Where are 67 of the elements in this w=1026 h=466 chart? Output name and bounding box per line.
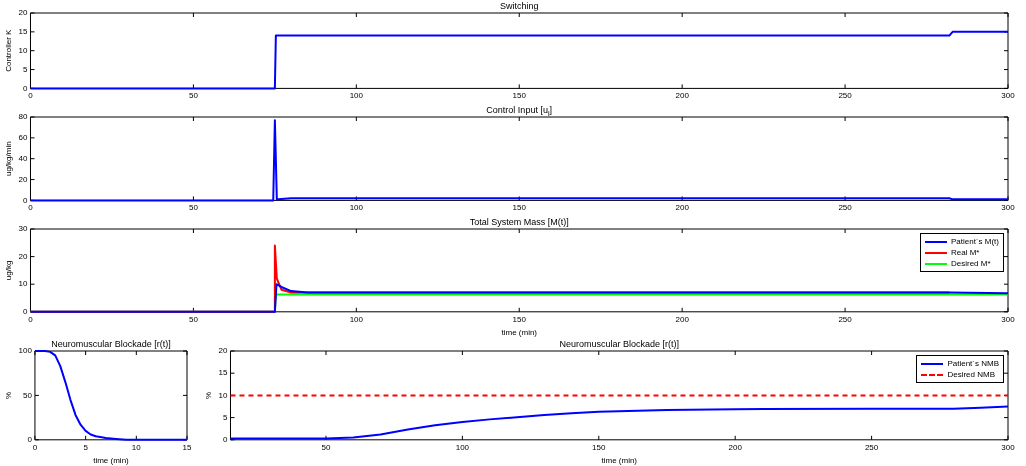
y-tick-label: 80 <box>18 112 29 122</box>
x-tick-label: 150 <box>512 91 527 101</box>
x-tick-label: 10 <box>131 442 142 452</box>
y-tick-label: 5 <box>23 64 29 74</box>
legend-label: Desired NMB <box>947 369 995 380</box>
x-tick-label: 250 <box>838 203 853 213</box>
x-tick-label: 50 <box>188 203 199 213</box>
x-tick-label: 250 <box>838 91 853 101</box>
legend-label: Real M* <box>950 247 980 258</box>
y-tick-label: 20 <box>18 251 29 261</box>
y-tick-label: 30 <box>18 224 29 234</box>
x-tick-label: 15 <box>182 442 192 452</box>
x-tick-label: 200 <box>675 314 690 324</box>
y-axis-title: ug/kg/min <box>4 141 13 177</box>
legend-label: Desired M* <box>950 258 991 269</box>
x-tick-label: 250 <box>864 442 879 452</box>
x-axis-title: time (min) <box>501 328 538 338</box>
y-tick-label: 15 <box>218 368 229 378</box>
x-tick-label: 200 <box>675 91 690 101</box>
y-tick-label: 10 <box>218 390 229 400</box>
x-tick-label: 100 <box>349 314 364 324</box>
y-tick-label: 0 <box>23 307 29 316</box>
legend-label: Patient´s M(t) <box>950 236 999 247</box>
y-axis-title: % <box>204 391 213 399</box>
x-tick-label: 250 <box>838 314 853 324</box>
x-axis-title: time (min) <box>93 456 130 466</box>
x-tick-label: 200 <box>675 203 690 213</box>
x-axis-title: time (min) <box>601 456 638 466</box>
x-tick-label: 100 <box>349 91 364 101</box>
y-tick-label: 60 <box>18 133 29 143</box>
y-tick-label: 15 <box>18 27 29 37</box>
x-tick-label: 150 <box>512 314 527 324</box>
y-tick-label: 0 <box>27 435 33 444</box>
y-tick-label: 20 <box>218 346 229 356</box>
y-tick-label: 10 <box>18 45 29 55</box>
y-tick-label: 5 <box>223 412 229 422</box>
y-tick-label: 100 <box>18 346 33 356</box>
x-tick-label: 300 <box>1001 91 1016 101</box>
y-axis-title: % <box>4 391 13 399</box>
x-tick-label: 200 <box>728 442 743 452</box>
x-tick-label: 100 <box>349 203 364 213</box>
y-tick-label: 50 <box>23 390 33 400</box>
x-tick-label: 300 <box>1001 203 1016 213</box>
y-tick-label: 0 <box>23 83 29 93</box>
chart-title: Total System Mass [M(t)] <box>468 216 570 228</box>
chart-title: Neuromuscular Blockade [r(t)] <box>558 338 680 350</box>
x-tick-label: 150 <box>512 203 527 213</box>
x-tick-label: 100 <box>455 442 470 452</box>
x-tick-label: 50 <box>321 442 331 452</box>
y-tick-label: 40 <box>18 153 29 163</box>
y-tick-label: 20 <box>18 8 29 18</box>
x-tick-label: 150 <box>592 442 607 452</box>
chart-title: Control Input [u$_{i}$] <box>485 104 554 120</box>
y-tick-label: 0 <box>223 435 229 444</box>
x-tick-label: 300 <box>1001 442 1016 452</box>
x-tick-label: 300 <box>1001 314 1016 324</box>
y-tick-label: 10 <box>18 279 29 289</box>
y-axis-title: ug/kg <box>4 260 13 281</box>
y-tick-label: 20 <box>18 174 29 184</box>
chart-title: Switching <box>498 0 540 12</box>
chart-title: Neuromuscular Blockade [r(t)] <box>50 338 172 350</box>
y-axis-title: Controller K <box>4 28 13 72</box>
x-tick-label: 50 <box>188 314 199 324</box>
x-tick-label: 5 <box>83 442 89 452</box>
y-tick-label: 0 <box>23 195 29 205</box>
x-tick-label: 50 <box>188 91 199 101</box>
legend-label: Patient´s NMB <box>947 358 999 369</box>
